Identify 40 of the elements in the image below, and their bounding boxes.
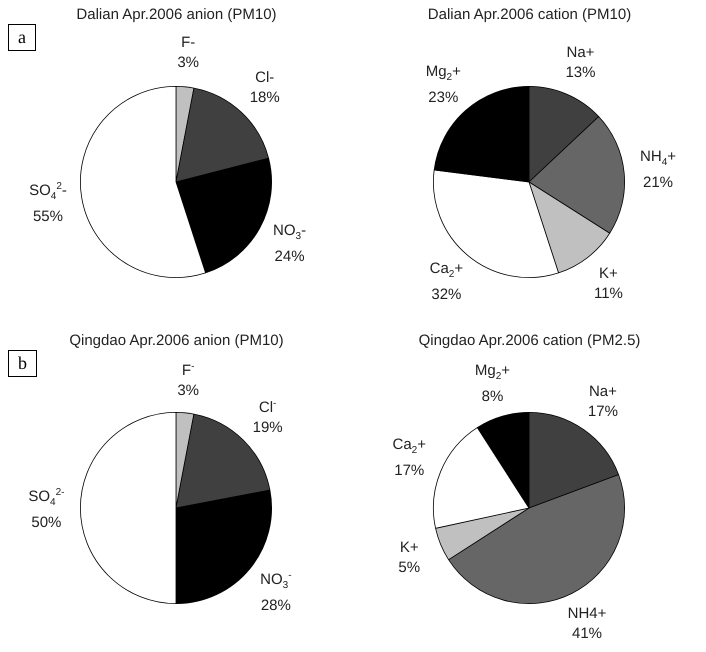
slice-label: Cl- bbox=[255, 68, 274, 86]
chart-title: Dalian Apr.2006 anion (PM10) bbox=[75, 6, 278, 23]
data-label: 3% bbox=[177, 54, 200, 71]
slice-label: K+ bbox=[400, 538, 419, 556]
slice-label: F$^{-}$ bbox=[182, 360, 194, 379]
data-label: 28% bbox=[260, 596, 291, 614]
data-label: 17% bbox=[394, 462, 424, 480]
slice-label: Mg$_{2}$+ bbox=[474, 362, 510, 382]
data-label: 19% bbox=[252, 419, 283, 436]
data-label: 24% bbox=[274, 248, 305, 266]
data-label: 41% bbox=[572, 624, 602, 642]
data-label: 5% bbox=[398, 558, 420, 576]
data-label: 32% bbox=[431, 286, 462, 303]
data-label: 50% bbox=[31, 514, 62, 531]
slice-label: Na+ bbox=[566, 44, 594, 62]
slice-label: Ca$_{2}$+ bbox=[392, 436, 426, 456]
chart-title: Qingdao Apr.2006 cation (PM2.5) bbox=[418, 332, 642, 349]
chart-title: Qingdao Apr.2006 anion (PM10) bbox=[68, 332, 285, 349]
slice-label: NH$_{4}$+ bbox=[640, 148, 676, 168]
text: b bbox=[8, 350, 37, 377]
slice-label: SO$_{4}$$^{2}$- bbox=[29, 181, 67, 202]
data-label: 23% bbox=[428, 88, 458, 106]
slice-label: Mg$_{2}$+ bbox=[426, 62, 461, 83]
data-label: 13% bbox=[565, 64, 596, 82]
data-label: 21% bbox=[643, 174, 674, 191]
slice-label: F- bbox=[181, 34, 196, 51]
slice-label: Cl$^{-}$ bbox=[258, 398, 276, 416]
data-label: 3% bbox=[177, 382, 200, 399]
slice-label: Na+ bbox=[588, 382, 617, 400]
slice-label: NH4+ bbox=[568, 604, 606, 622]
slice-label: Ca$_{2}$+ bbox=[430, 260, 464, 280]
data-label: 8% bbox=[482, 388, 504, 405]
data-label: 11% bbox=[594, 285, 623, 302]
slice-label: NO$_{3}$- bbox=[273, 222, 306, 242]
data-label: 18% bbox=[250, 88, 280, 106]
data-label: 55% bbox=[32, 208, 63, 226]
data-label: 17% bbox=[588, 402, 618, 420]
slice-label: K+ bbox=[599, 265, 618, 282]
chart-title: Dalian Apr.2006 cation (PM10) bbox=[426, 6, 632, 23]
text: a bbox=[8, 24, 36, 51]
